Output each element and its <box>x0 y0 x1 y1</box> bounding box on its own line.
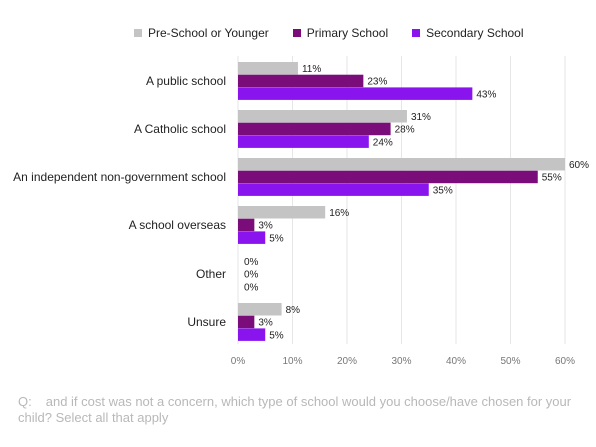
category-label: A Catholic school <box>134 122 226 136</box>
bar <box>238 135 369 148</box>
x-tick-label: 10% <box>282 356 302 367</box>
bar <box>238 87 473 100</box>
data-label: 16% <box>329 208 349 219</box>
legend-label-pre-school: Pre-School or Younger <box>148 26 269 40</box>
bar <box>238 218 255 232</box>
category-label: A public school <box>146 74 226 88</box>
bar <box>238 74 364 88</box>
data-label: 0% <box>244 282 259 293</box>
legend-item-primary-school: Primary School <box>292 26 389 40</box>
data-label: 55% <box>542 173 562 184</box>
survey-question: Q: and if cost was not a concern, which t… <box>18 394 593 426</box>
data-label: 43% <box>476 89 496 100</box>
bar <box>238 328 266 341</box>
x-tick-label: 50% <box>500 356 520 367</box>
bar <box>238 158 565 171</box>
bar <box>238 303 282 316</box>
bar <box>238 315 255 329</box>
bar <box>238 231 266 244</box>
data-label: 11% <box>302 64 321 75</box>
data-label: 5% <box>269 330 284 341</box>
data-label: 8% <box>286 305 301 316</box>
x-tick-label: 30% <box>391 356 411 367</box>
question-text: and if cost was not a concern, which typ… <box>18 394 572 425</box>
legend-item-secondary-school: Secondary School <box>412 26 524 40</box>
bar <box>238 62 298 75</box>
data-label: 31% <box>411 112 431 123</box>
x-tick-label: 60% <box>555 356 575 367</box>
category-label: An independent non-government school <box>13 170 226 184</box>
category-label: Other <box>196 267 226 281</box>
data-label: 0% <box>244 257 259 268</box>
data-label: 24% <box>373 137 393 148</box>
x-tick-label: 0% <box>231 356 246 367</box>
category-label: Unsure <box>187 315 226 329</box>
data-label: 60% <box>569 160 589 171</box>
data-label: 23% <box>367 77 387 88</box>
legend-item-pre-school: Pre-School or Younger <box>134 26 269 40</box>
legend-label-secondary-school: Secondary School <box>426 26 524 40</box>
legend-swatch-primary-school <box>292 29 301 37</box>
data-label: 3% <box>258 221 273 232</box>
data-label: 3% <box>258 318 273 329</box>
x-tick-label: 20% <box>337 356 357 367</box>
category-label: A school overseas <box>129 218 226 232</box>
chart-legend: Pre-School or Younger Primary School Sec… <box>134 26 524 40</box>
legend-swatch-secondary-school <box>412 29 421 37</box>
data-label: 35% <box>433 185 453 196</box>
bar <box>238 122 391 136</box>
legend-label-primary-school: Primary School <box>306 26 389 40</box>
bar <box>238 170 538 184</box>
data-label: 5% <box>269 233 284 244</box>
data-label: 0% <box>244 270 259 281</box>
legend-swatch-pre-school <box>134 29 142 37</box>
bar <box>238 183 429 196</box>
bar <box>238 206 326 219</box>
bar <box>238 110 407 123</box>
data-label: 28% <box>395 125 415 136</box>
question-prefix: Q: <box>18 394 32 409</box>
x-tick-label: 40% <box>446 356 466 367</box>
